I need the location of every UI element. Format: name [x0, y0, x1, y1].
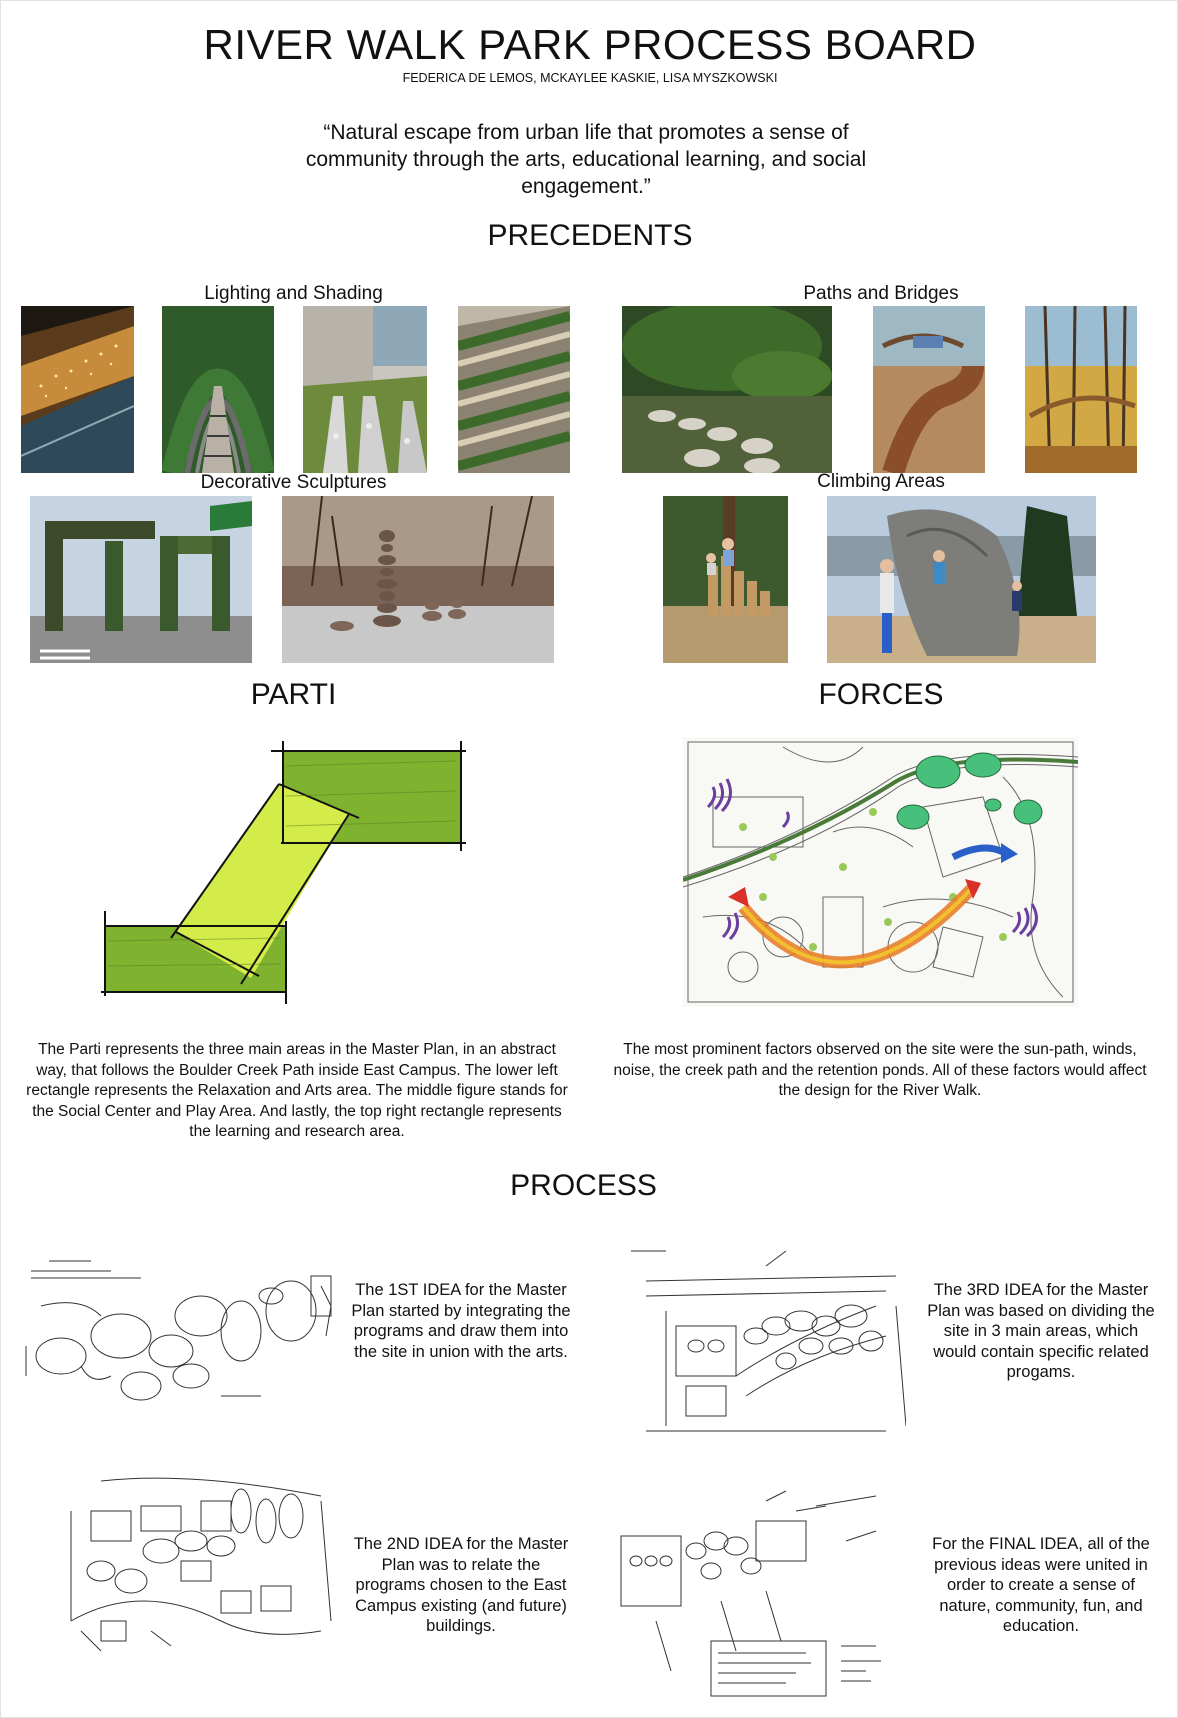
forces-description: The most prominent factors observed on t… [613, 1041, 1147, 1099]
idea-1-sketch [21, 1256, 341, 1416]
lighting-photo-4 [458, 306, 570, 473]
precedents-heading: PRECEDENTS [487, 219, 693, 252]
idea-2-text: The 2ND IDEA for the Master Plan was to … [353, 1535, 569, 1635]
sculptures-photo-1 [30, 496, 252, 663]
parti-description: The Parti represents the three main area… [26, 1041, 568, 1140]
mission-quote: “Natural escape from urban life that pro… [305, 121, 867, 198]
precedent-title-paths: Paths and Bridges [803, 283, 959, 304]
forces-heading: FORCES [818, 678, 944, 711]
lighting-photo-3 [303, 306, 427, 473]
lighting-photo-2 [162, 306, 274, 473]
climbing-photo-1 [663, 496, 788, 663]
board-authors: FEDERICA DE LEMOS, MCKAYLEE KASKIE, LISA… [402, 71, 778, 85]
precedent-title-sculptures: Decorative Sculptures [200, 472, 387, 493]
process-heading: PROCESS [510, 1169, 657, 1202]
parti-heading: PARTI [250, 678, 337, 711]
parti-middle-figure [176, 784, 349, 978]
board-title: RIVER WALK PARK PROCESS BOARD [203, 21, 977, 68]
paths-photo-2 [873, 306, 985, 473]
idea-2-sketch [41, 1471, 341, 1656]
climbing-photo-2 [827, 496, 1096, 663]
lighting-photo-1 [21, 306, 134, 473]
parti-diagram [91, 726, 491, 1006]
final-idea-text: For the FINAL IDEA, all of the previous … [932, 1535, 1150, 1635]
final-idea-sketch [616, 1481, 916, 1706]
forces-site-map [683, 737, 1078, 1007]
precedent-title-lighting: Lighting and Shading [204, 283, 383, 304]
sculptures-photo-2 [282, 496, 554, 663]
idea-1-text: The 1ST IDEA for the Master Plan started… [351, 1281, 571, 1361]
paths-photo-1 [622, 306, 832, 473]
idea-3-text: The 3RD IDEA for the Master Plan was bas… [927, 1281, 1155, 1381]
paths-photo-3 [1025, 306, 1137, 473]
precedent-title-climbing: Climbing Areas [817, 471, 945, 492]
idea-3-sketch [626, 1246, 906, 1436]
